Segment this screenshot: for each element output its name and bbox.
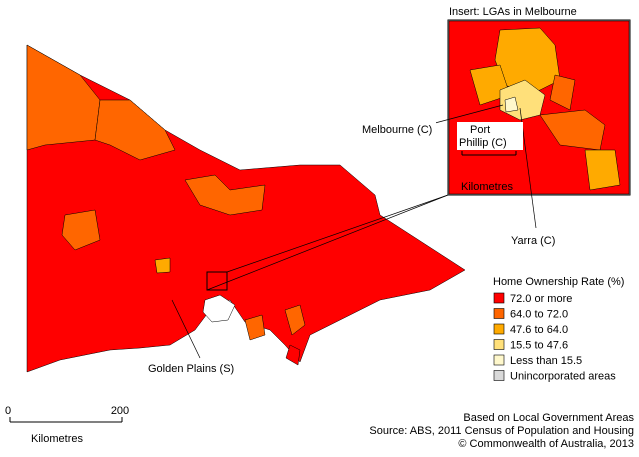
legend-label: Unincorporated areas — [510, 371, 616, 383]
inset-scale-unit: Kilometres — [461, 181, 513, 193]
region — [539, 109, 606, 151]
region — [61, 209, 101, 251]
scale-label: 200 — [111, 405, 129, 417]
region — [244, 314, 266, 341]
inset: 0 10 Kilometres Insert: LGAs in Melbourn… — [419, 3, 631, 229]
inset-leader — [206, 194, 449, 291]
legend-title: Home Ownership Rate (%) — [493, 276, 624, 288]
source-line: Source: ABS, 2011 Census of Population a… — [369, 425, 634, 437]
region — [584, 149, 621, 191]
legend: Home Ownership Rate (%) 72.0 or more 64.0… — [493, 276, 624, 383]
region — [184, 174, 266, 216]
source-line: © Commonwealth of Australia, 2013 — [458, 438, 634, 450]
scale-unit: Kilometres — [31, 433, 83, 445]
legend-swatch — [493, 339, 505, 350]
legend-label: 47.6 to 64.0 — [510, 324, 568, 336]
region — [154, 257, 171, 274]
port-phillip-bay — [202, 294, 236, 323]
region — [94, 99, 176, 161]
region — [549, 74, 576, 111]
callout-label: Melbourne (C) — [362, 124, 432, 136]
legend-label: Less than 15.5 — [510, 355, 582, 367]
callout-label: Port — [470, 124, 490, 136]
callout-label: Golden Plains (S) — [148, 363, 234, 375]
callout-label: Phillip (C) — [459, 137, 507, 149]
region — [494, 27, 561, 96]
region — [504, 96, 519, 113]
callout-label: Yarra (C) — [511, 235, 555, 247]
legend-label: 64.0 to 72.0 — [510, 309, 568, 321]
legend-label: 15.5 to 47.6 — [510, 340, 568, 352]
inset-leader — [226, 194, 449, 273]
victoria-map — [26, 44, 466, 373]
legend-swatch — [493, 323, 505, 335]
legend-swatch — [493, 308, 505, 319]
callout-bg — [360, 122, 436, 136]
region — [26, 44, 101, 151]
inset-title-bg — [448, 3, 618, 19]
region — [284, 304, 306, 336]
legend-swatch — [493, 292, 505, 304]
legend-swatch — [493, 354, 505, 366]
region — [285, 344, 301, 366]
source-line: Based on Local Government Areas — [463, 412, 634, 424]
callout-bg — [457, 122, 523, 150]
inset-marker — [206, 271, 228, 291]
inset-title: Insert: LGAs in Melbourne — [449, 6, 577, 18]
scale-label: 0 — [5, 405, 11, 417]
callout-line — [171, 299, 201, 359]
legend-label: 72.0 or more — [510, 293, 572, 305]
legend-swatch — [493, 370, 505, 381]
